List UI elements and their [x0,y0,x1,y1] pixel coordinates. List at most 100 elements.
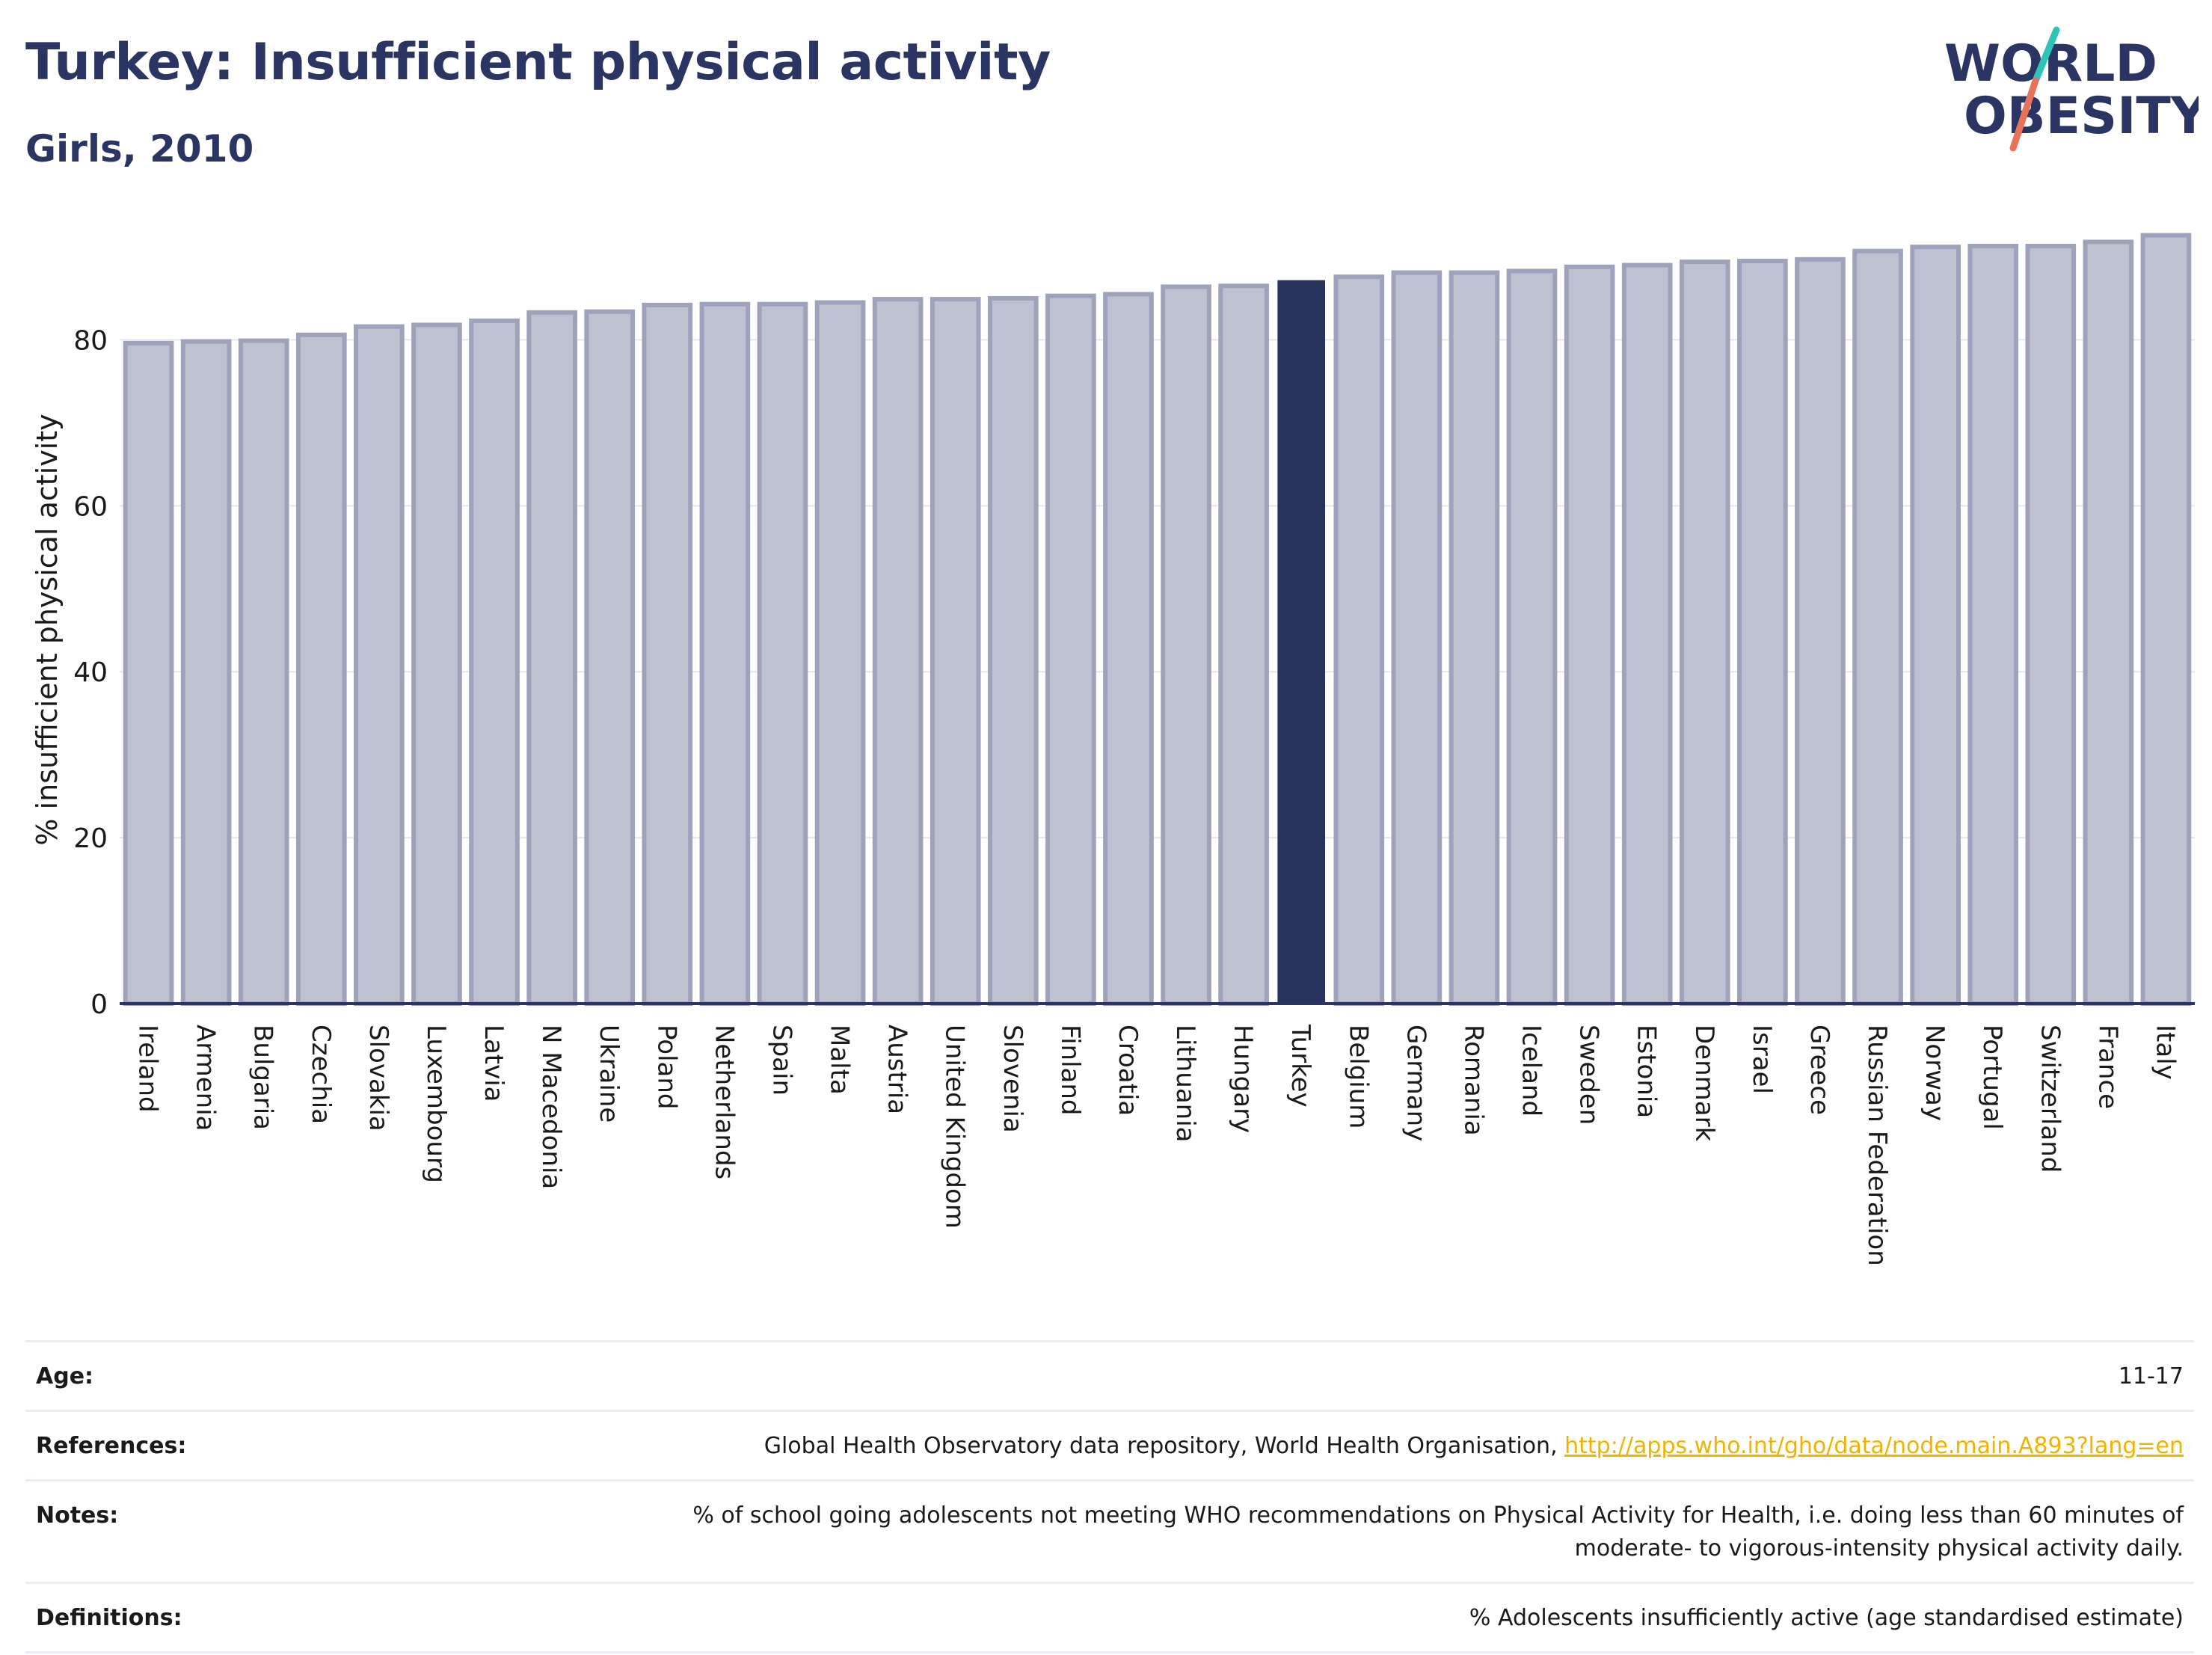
x-tick-label: Austria [882,1025,912,1114]
x-tick-label: Czechia [306,1025,336,1124]
bar-estonia [1621,262,1673,1006]
x-tick-label: Switzerland [2035,1025,2065,1173]
bar-united-kingdom [930,297,981,1007]
references-value: Global Health Observatory data repositor… [764,1430,2184,1463]
x-tick-label: Armenia [191,1025,221,1132]
bar-slovakia [354,324,405,1006]
x-tick-label: Iceland [1517,1025,1546,1117]
x-tick-label: Slovakia [363,1025,393,1132]
y-tick-labels: 0 20 40 60 80 [73,325,108,1020]
x-tick-label: Russian Federation [1862,1025,1892,1266]
bar-slovenia [987,295,1039,1006]
y-axis-label: % insufficient physical activity [31,414,64,845]
x-tick-label: Greece [1804,1025,1834,1115]
info-table: Age: 11-17 References: Global Health Obs… [25,1340,2194,1654]
bar-iceland [1506,268,1558,1007]
x-tick-label: Belgium [1343,1025,1373,1129]
info-row-references: References: Global Health Observatory da… [25,1410,2194,1479]
x-tick-label: Malta [825,1025,855,1095]
info-row-notes: Notes: % of school going adolescents not… [25,1479,2194,1582]
x-tick-label: Portugal [1977,1025,2007,1130]
x-tick-label: Ukraine [594,1025,624,1123]
y-tick-label: 80 [73,325,108,356]
definitions-value: % Adolescents insufficiently active (age… [1469,1605,2184,1631]
info-row-age: Age: 11-17 [25,1340,2194,1410]
references-text: Global Health Observatory data repositor… [764,1433,1565,1459]
x-tick-label: Germany [1401,1025,1431,1141]
notes-line-2: moderate- to vigorous-intensity physical… [1574,1535,2184,1562]
x-tick-label: Estonia [1632,1025,1662,1118]
x-tick-label: Slovenia [998,1025,1027,1133]
x-tick-label: Israel [1747,1025,1777,1094]
bar-turkey [1277,280,1326,1004]
y-tick-label: 20 [73,823,108,854]
bar-denmark [1679,260,1730,1006]
bar-latvia [469,318,520,1007]
bar-luxembourg [411,322,462,1007]
chart-subtitle: Girls, 2010 [25,127,254,171]
bar-portugal [1967,244,2019,1006]
x-tick-label: Bulgaria [248,1025,278,1130]
bar-armenia [180,339,232,1006]
bar-israel [1737,259,1788,1006]
bar-norway [1910,245,1961,1007]
bar-france [2083,239,2134,1006]
bar-greece [1795,257,1846,1006]
x-tick-label: Croatia [1113,1025,1143,1116]
notes-value: % of school going adolescents not meetin… [692,1499,2184,1565]
bar-romania [1448,270,1500,1006]
logo-slash-bottom [2009,77,2039,152]
age-value: 11-17 [2118,1363,2184,1390]
references-link[interactable]: http://apps.who.int/gho/data/node.main.A… [1564,1433,2184,1459]
y-tick-label: 40 [73,657,108,688]
y-tick-label: 60 [73,491,108,522]
bar-spain [757,301,808,1006]
world-obesity-logo: WORLD OBESITY [1944,26,2199,152]
x-tick-label: Latvia [479,1025,509,1102]
notes-label: Notes: [36,1502,119,1529]
age-label: Age: [36,1363,94,1390]
bar-ireland [123,340,174,1006]
bar-finland [1045,293,1096,1006]
bar-hungary [1218,283,1269,1007]
x-tick-labels: Ireland Armenia Bulgaria Czechia Slovakia Lux… [133,1024,2181,1266]
bar-czechia [295,332,347,1006]
bar-chart: 0 20 40 60 80 Ireland Armenia Bulgaria Czechia S… [31,233,2195,1266]
x-tick-label: Hungary [1228,1025,1258,1133]
logo-word-obesity: OBESITY [1964,87,2199,146]
bars [123,233,2192,1007]
bar-malta [814,300,866,1006]
bar-bulgaria [238,338,289,1006]
definitions-label: Definitions: [36,1605,182,1631]
bar-sweden [1564,264,1615,1006]
x-tick-label: France [2092,1025,2122,1109]
grid-lines [120,339,2195,839]
x-tick-label: Italy [2150,1025,2180,1080]
x-tick-label: Sweden [1574,1025,1604,1125]
bar-belgium [1333,274,1385,1006]
bar-croatia [1103,292,1154,1006]
references-label: References: [36,1433,187,1459]
info-row-definitions: Definitions: % Adolescents insufficientl… [25,1582,2194,1654]
x-tick-label: Turkey [1285,1024,1315,1108]
bar-italy [2140,233,2192,1007]
x-tick-label: Netherlands [709,1025,739,1179]
x-tick-label: N Macedonia [536,1025,566,1189]
bar-poland [642,302,693,1006]
x-tick-label: Finland [1055,1025,1085,1116]
bar-ukraine [584,309,636,1006]
y-tick-label: 0 [90,989,108,1020]
x-tick-label: Poland [651,1025,681,1110]
x-tick-label: Norway [1920,1025,1950,1121]
x-tick-label: Ireland [133,1025,163,1113]
chart-title: Turkey: Insufficient physical activity [25,33,1051,92]
x-tick-label: Spain [766,1025,796,1096]
bar-austria [872,297,924,1007]
notes-line-1: % of school going adolescents not meetin… [692,1502,2184,1529]
bar-n-macedonia [526,310,577,1006]
x-tick-label: Romania [1458,1025,1488,1136]
logo-slash-top [2032,26,2060,85]
x-tick-label: Luxembourg [421,1025,451,1183]
x-tick-label: United Kingdom [940,1025,970,1229]
bar-switzerland [2025,244,2077,1006]
